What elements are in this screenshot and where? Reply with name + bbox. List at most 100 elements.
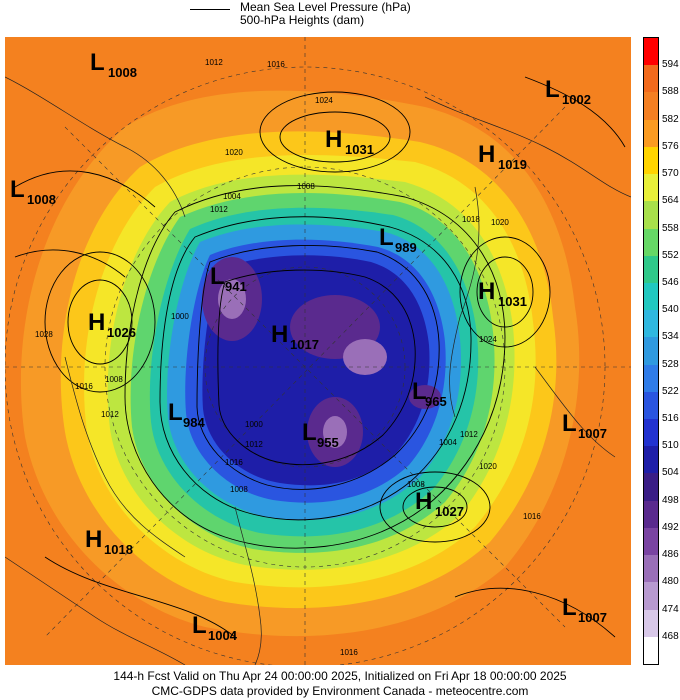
isobar-label: 1012 <box>245 440 263 449</box>
pressure-letter: H <box>88 309 105 336</box>
pressure-letter: H <box>415 488 432 515</box>
colorbar-tick-label: 534 <box>662 331 679 343</box>
isobar-label: 1008 <box>105 375 123 384</box>
isobar-labels: 1012 1016 1024 1020 1008 1004 1012 1018 … <box>35 58 541 657</box>
pressure-value: 965 <box>425 394 447 409</box>
colorbar-cell <box>644 527 658 556</box>
colorbar-cell <box>644 337 658 366</box>
colorbar-tick-label: 582 <box>662 113 679 125</box>
colorbar-cell <box>644 582 658 611</box>
pressure-value: 1031 <box>345 142 374 157</box>
colorbar-tick-label: 492 <box>662 521 679 533</box>
colorbar-tick-label: 570 <box>662 168 679 180</box>
pressure-letter: L <box>562 594 577 621</box>
pressure-value: 941 <box>225 279 247 294</box>
colorbar-tick-label: 594 <box>662 59 679 71</box>
colorbar-cell <box>644 391 658 420</box>
colorbar-cell <box>644 38 658 66</box>
pressure-letter: H <box>478 278 495 305</box>
pressure-letter: L <box>412 378 427 405</box>
colorbar-tick-label: 564 <box>662 195 679 207</box>
pressure-letter: L <box>562 410 577 437</box>
forecast-valid-text: 144-h Fcst Valid on Thu Apr 24 00:00:00 … <box>113 669 567 683</box>
isobar-label: 1000 <box>245 420 263 429</box>
isobar-label: 1012 <box>460 430 478 439</box>
deep-low-north-core <box>218 279 246 319</box>
isobar-label: 1008 <box>407 480 425 489</box>
mslp-line-swatch <box>190 9 230 10</box>
pressure-value: 1019 <box>498 157 527 172</box>
colorbar-cell <box>644 146 658 175</box>
pressure-value: 1008 <box>27 192 56 207</box>
isobar-label: 1016 <box>523 512 541 521</box>
isobar-label: 1028 <box>35 330 53 339</box>
pressure-systems: L 1008 L 1002 H 1031 H 1019 L 1008 L 989… <box>10 49 607 643</box>
isobar-label: 1024 <box>315 96 333 105</box>
height-colorbar <box>643 37 659 665</box>
isobar-label: 1000 <box>171 312 189 321</box>
deep-low-center-core <box>343 339 387 375</box>
isobar-label: 1018 <box>462 215 480 224</box>
isobar-label: 1008 <box>230 485 248 494</box>
isobar-label: 1016 <box>267 60 285 69</box>
pressure-letter: H <box>325 126 342 153</box>
heights-legend-label: 500-hPa Heights (dam) <box>240 13 365 27</box>
isobars <box>14 76 626 638</box>
pressure-value: 1008 <box>108 65 137 80</box>
colorbar-tick-label: 516 <box>662 413 679 425</box>
colorbar-tick-label: 588 <box>662 86 679 98</box>
isobar-label: 1020 <box>479 462 497 471</box>
colorbar-cell <box>644 201 658 229</box>
deep-low-east <box>409 385 441 409</box>
isobar-label: 1020 <box>491 218 509 227</box>
colorbar-cell <box>644 636 658 665</box>
pressure-letter: L <box>210 263 225 290</box>
isobar-label: 1012 <box>210 205 228 214</box>
colorbar-tick-label: 486 <box>662 549 679 561</box>
colorbar-cell <box>644 446 658 474</box>
data-credit-text: CMC-GDPS data provided by Environment Ca… <box>151 684 529 698</box>
isobar-label: 1012 <box>101 410 119 419</box>
pressure-letter: L <box>302 419 317 446</box>
colorbar-tick-label: 540 <box>662 304 679 316</box>
colorbar-tick-label: 468 <box>662 630 679 642</box>
colorbar-cell <box>644 119 658 148</box>
graticule <box>5 37 631 665</box>
colorbar-cell <box>644 282 658 311</box>
deep-low-south-core <box>323 416 347 448</box>
colorbar-cell <box>644 174 658 202</box>
isobar-label: 1004 <box>439 438 457 447</box>
colorbar-cell <box>644 555 658 583</box>
pressure-value: 955 <box>317 435 339 450</box>
isobar-label: 1020 <box>225 148 243 157</box>
colorbar-cell <box>644 228 658 257</box>
pressure-value: 1002 <box>562 92 591 107</box>
colorbar-tick-label: 498 <box>662 494 679 506</box>
map-legend: Mean Sea Level Pressure (hPa) 500-hPa He… <box>190 0 490 34</box>
colorbar-tick-label: 522 <box>662 385 679 397</box>
colorbar-tick-label: 552 <box>662 249 679 261</box>
pressure-letter: L <box>168 399 183 426</box>
colorbar-tick-label: 576 <box>662 140 679 152</box>
pressure-letter: L <box>90 49 105 76</box>
colorbar-tick-label: 528 <box>662 358 679 370</box>
pressure-value: 984 <box>183 415 205 430</box>
colorbar-cell <box>644 419 658 447</box>
colorbar-tick-label: 510 <box>662 440 679 452</box>
pressure-letter: L <box>379 224 394 251</box>
pressure-value: 1027 <box>435 504 464 519</box>
colorbar-cell <box>644 609 658 638</box>
coastlines <box>5 76 631 665</box>
mslp-legend-label: Mean Sea Level Pressure (hPa) <box>240 0 411 14</box>
pressure-value: 1004 <box>208 628 238 643</box>
colorbar-cell <box>644 500 658 529</box>
colorbar-cell <box>644 473 658 502</box>
isobar-label: 1016 <box>225 458 243 467</box>
colorbar-tick-label: 558 <box>662 222 679 234</box>
weather-map: 1012 1016 1024 1020 1008 1004 1012 1018 … <box>5 37 631 665</box>
pressure-letter: H <box>478 141 495 168</box>
isobar-label: 1016 <box>75 382 93 391</box>
pressure-value: 1018 <box>104 542 133 557</box>
colorbar-cell <box>644 255 658 284</box>
pressure-letter: H <box>271 321 288 348</box>
